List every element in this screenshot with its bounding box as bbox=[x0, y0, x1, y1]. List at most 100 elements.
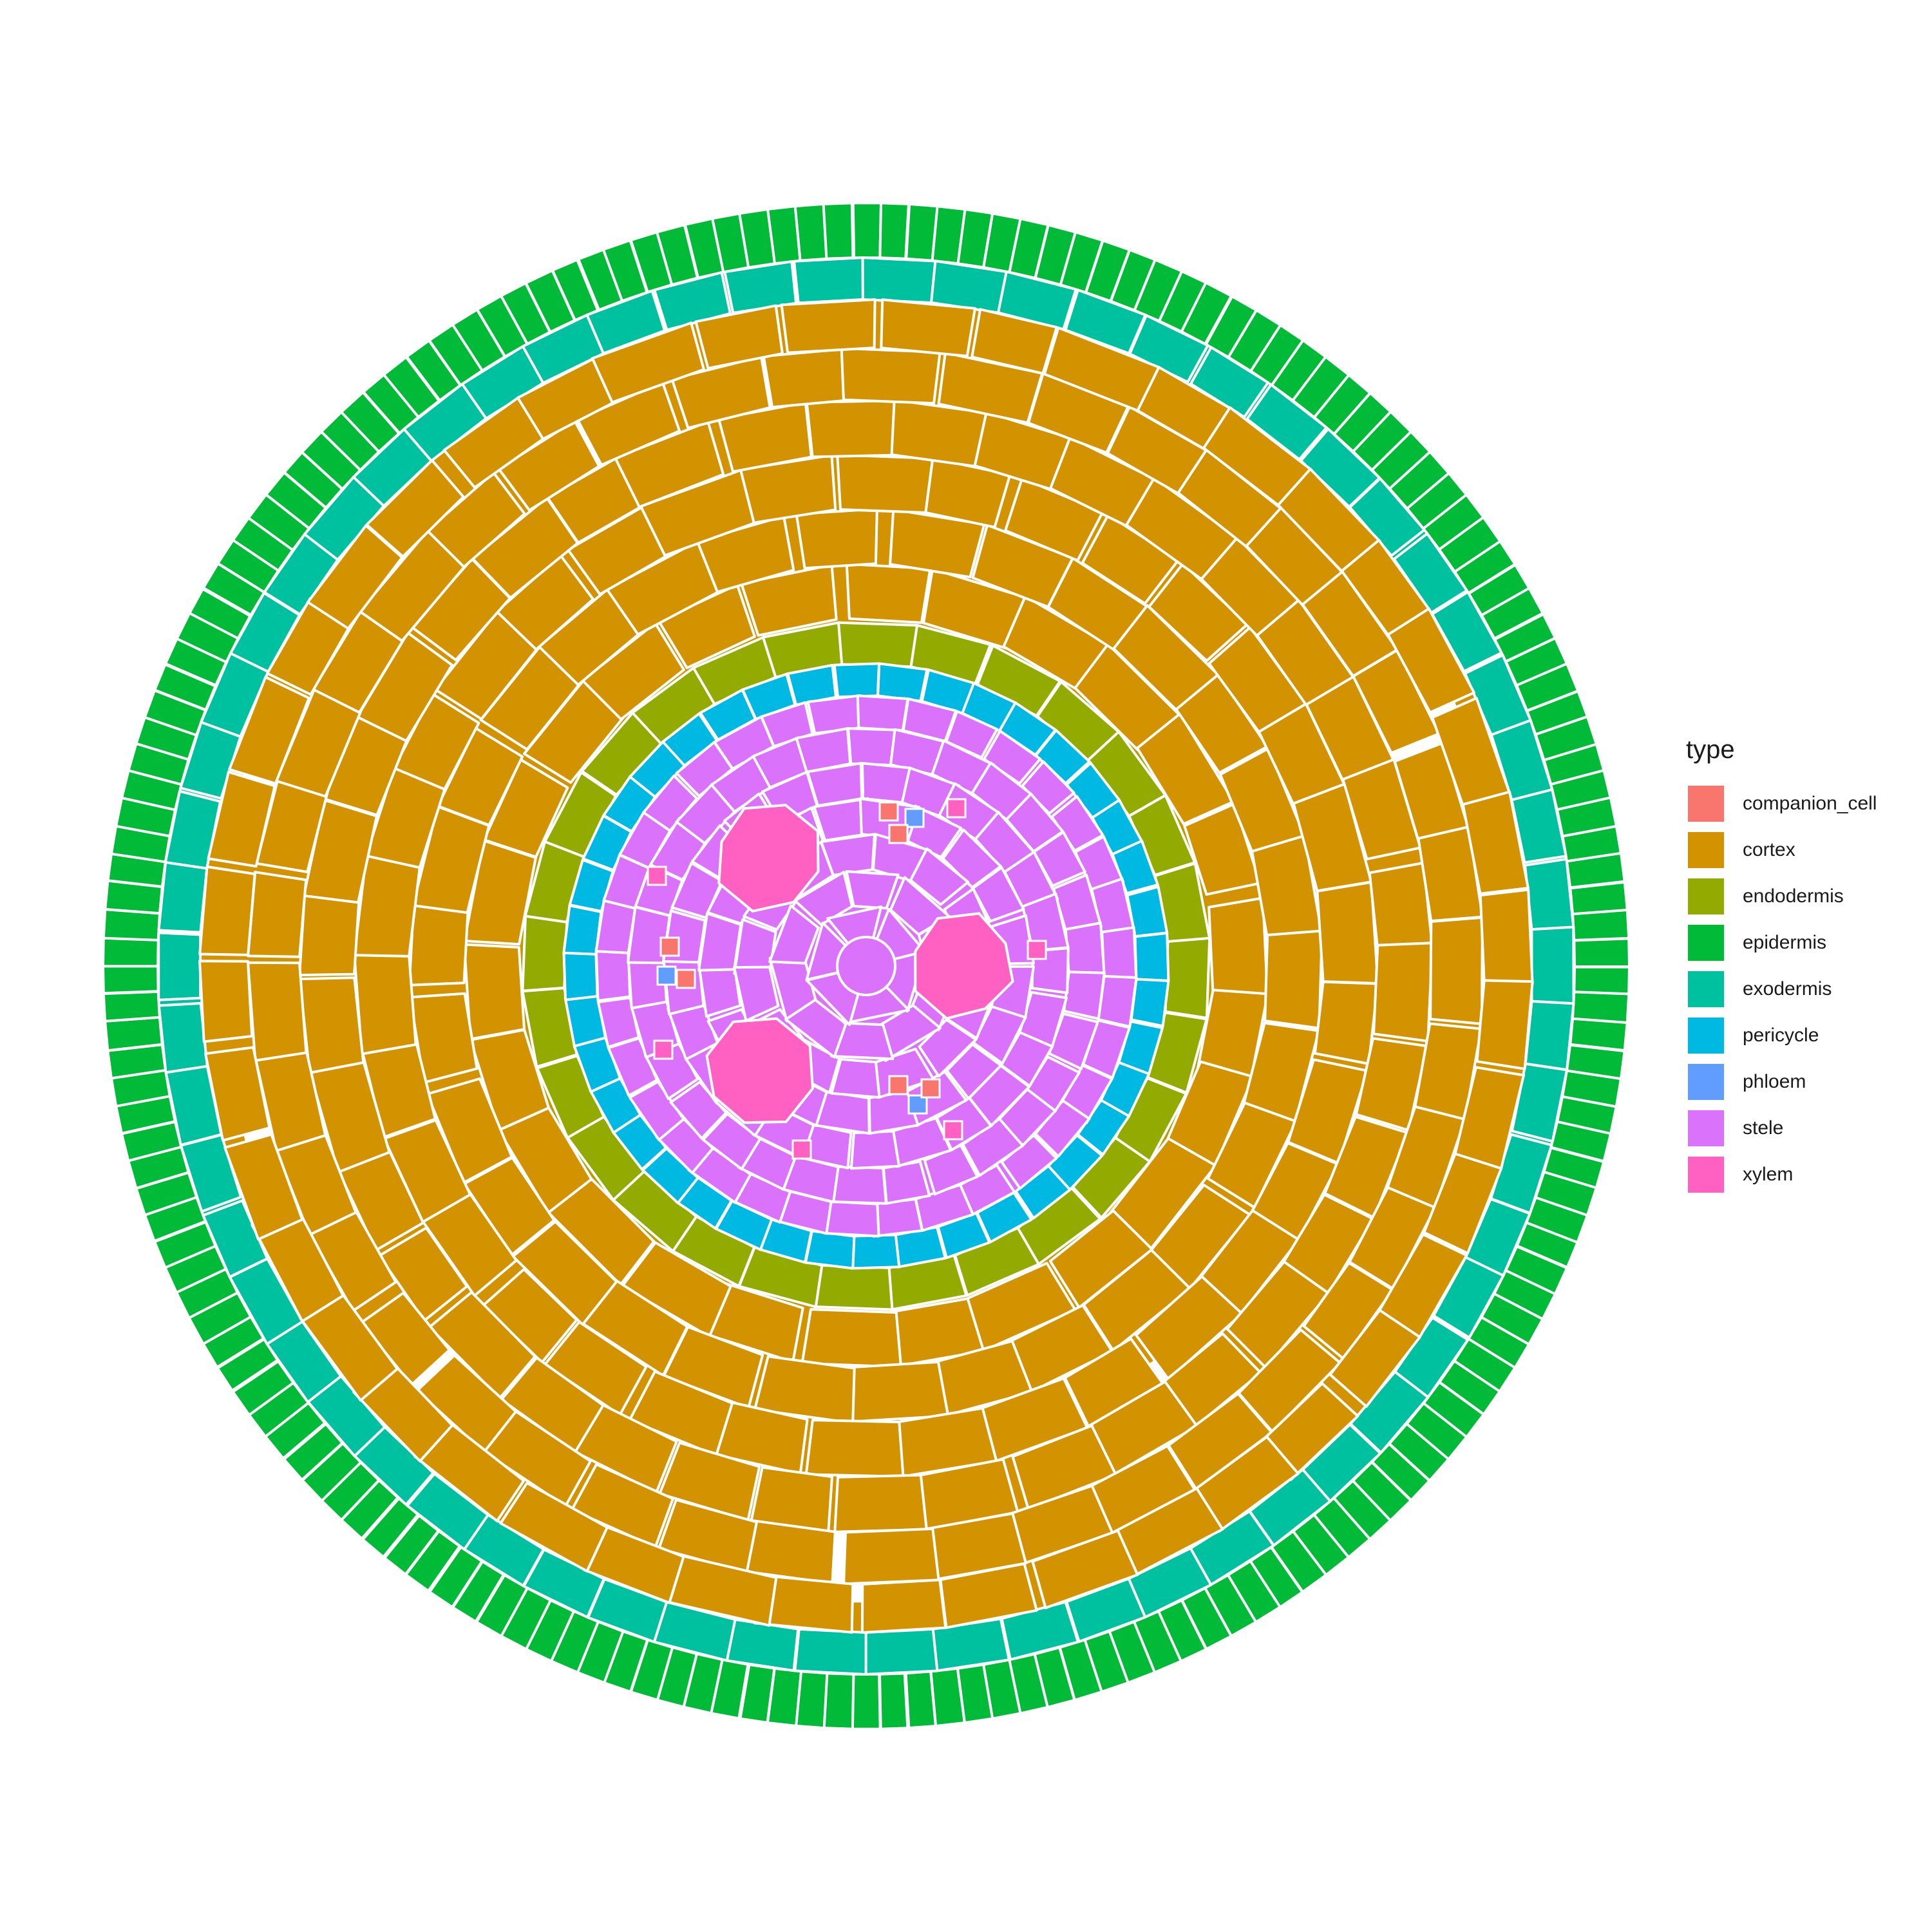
epidermis-cell bbox=[851, 202, 883, 260]
endodermis-cell bbox=[813, 1264, 894, 1311]
cortex-cell bbox=[1031, 1529, 1139, 1609]
cortex-cell bbox=[1479, 888, 1534, 985]
cortex-cell bbox=[353, 953, 417, 1056]
exodermis-cell bbox=[793, 1627, 867, 1676]
endodermis-cell bbox=[837, 621, 919, 668]
cortex-cell bbox=[1387, 607, 1475, 714]
xylem-vessel bbox=[914, 912, 1014, 1020]
legend-item-phloem: phloem bbox=[1686, 1059, 1877, 1105]
cortex-cell bbox=[1329, 1309, 1421, 1408]
legend-item-epidermis: epidermis bbox=[1686, 920, 1877, 966]
cortex-cell bbox=[247, 961, 308, 1062]
cortex-cell bbox=[842, 1527, 940, 1586]
cortex-cell bbox=[462, 943, 526, 1041]
legend-label: cortex bbox=[1743, 839, 1795, 860]
cortex-cell bbox=[1208, 896, 1269, 998]
stele-cell bbox=[856, 694, 909, 732]
cortex-cell bbox=[365, 459, 465, 558]
epidermis-cell bbox=[1573, 937, 1631, 968]
epidermis-cell bbox=[822, 202, 855, 260]
cortex-cell bbox=[780, 298, 876, 354]
cortex-cell bbox=[838, 1360, 950, 1424]
cortex-cell bbox=[971, 308, 1058, 375]
cortex-cell bbox=[840, 346, 942, 405]
cortex-cell bbox=[1372, 942, 1434, 1043]
stele-cell bbox=[829, 1165, 887, 1205]
legend-item-cortex: cortex bbox=[1686, 827, 1877, 873]
stele-cell bbox=[871, 1198, 923, 1238]
phloem-cell bbox=[656, 965, 677, 986]
endodermis-cell bbox=[521, 913, 569, 992]
exodermis-cell bbox=[157, 931, 202, 1001]
cortex-cell bbox=[1475, 979, 1534, 1070]
cortex-cell bbox=[198, 865, 256, 956]
epidermis-cell bbox=[102, 990, 161, 1023]
legend-item-pericycle: pericycle bbox=[1686, 1012, 1877, 1059]
cortex-cell bbox=[860, 1578, 947, 1634]
epidermis-cell bbox=[904, 1670, 937, 1730]
stele-cell bbox=[971, 866, 1025, 923]
legend-label: phloem bbox=[1743, 1071, 1806, 1092]
xylem-cell bbox=[791, 1139, 812, 1160]
legend-item-exodermis: exodermis bbox=[1686, 966, 1877, 1012]
stele-cell bbox=[918, 1018, 978, 1078]
stele-cell bbox=[945, 1043, 1003, 1100]
stele-cell bbox=[836, 936, 896, 996]
epidermis-cell bbox=[102, 936, 160, 968]
cortex-cell bbox=[499, 1481, 609, 1573]
endodermis-cell bbox=[1164, 936, 1211, 1019]
stele-cell bbox=[594, 947, 632, 1002]
stele-cell bbox=[823, 1200, 880, 1238]
cortex-cell bbox=[591, 321, 705, 404]
legend-item-xylem: xylem bbox=[1686, 1151, 1877, 1198]
xylem-cell bbox=[647, 866, 667, 886]
cortex-cell bbox=[845, 562, 932, 624]
pericycle-cell bbox=[562, 951, 599, 1001]
legend-label: endodermis bbox=[1743, 886, 1844, 907]
exodermis-cell bbox=[157, 1001, 209, 1074]
xylem-cell bbox=[1027, 940, 1047, 960]
legend-label: stele bbox=[1743, 1117, 1784, 1139]
stele-cell bbox=[830, 1057, 881, 1099]
epidermis-cell bbox=[1573, 965, 1631, 996]
xylem-cell bbox=[653, 1039, 674, 1060]
legend-key-epidermis bbox=[1686, 923, 1726, 963]
pericycle-cell bbox=[1133, 931, 1170, 982]
legend-label: companion_cell bbox=[1743, 793, 1877, 814]
epidermis-cell bbox=[102, 908, 161, 942]
epidermis-cell bbox=[102, 963, 160, 995]
companion-cell bbox=[920, 1078, 941, 1099]
stele-cell bbox=[1063, 971, 1106, 1020]
exodermis-cell bbox=[863, 1627, 939, 1676]
legend-key-stele bbox=[1686, 1108, 1726, 1148]
xylem-cell bbox=[943, 1120, 963, 1141]
epidermis-cell bbox=[793, 202, 829, 262]
stele-cell bbox=[1101, 926, 1138, 982]
cortex-cell bbox=[207, 770, 276, 868]
companion-cell bbox=[659, 936, 680, 957]
pericycle-cell bbox=[1130, 978, 1170, 1028]
pericycle-cell bbox=[876, 662, 929, 703]
legend-key-endodermis bbox=[1686, 876, 1726, 916]
stele-cell bbox=[882, 1160, 931, 1205]
cortex-cell bbox=[800, 1308, 903, 1368]
legend-key-pericycle bbox=[1686, 1016, 1726, 1056]
companion-cell bbox=[888, 1075, 909, 1095]
pericycle-cell bbox=[850, 1233, 901, 1270]
cortex-cell bbox=[1313, 980, 1379, 1065]
pericycle-cell bbox=[804, 1229, 856, 1270]
epidermis-cell bbox=[1571, 909, 1631, 942]
companion-cell bbox=[888, 824, 909, 844]
stele-cell bbox=[1064, 922, 1106, 976]
stele-cell bbox=[877, 1004, 942, 1062]
legend-item-endodermis: endodermis bbox=[1686, 873, 1877, 920]
legend-key-exodermis bbox=[1686, 969, 1726, 1009]
legend: type companion_cell cortex endodermis ep… bbox=[1686, 734, 1877, 1198]
legend-title: type bbox=[1686, 735, 1735, 764]
cortex-cell bbox=[805, 399, 904, 459]
cortex-cell bbox=[223, 1133, 304, 1241]
cortex-cell bbox=[228, 676, 310, 785]
cortex-cell bbox=[1461, 790, 1530, 895]
cortex-cell bbox=[1429, 916, 1484, 1025]
